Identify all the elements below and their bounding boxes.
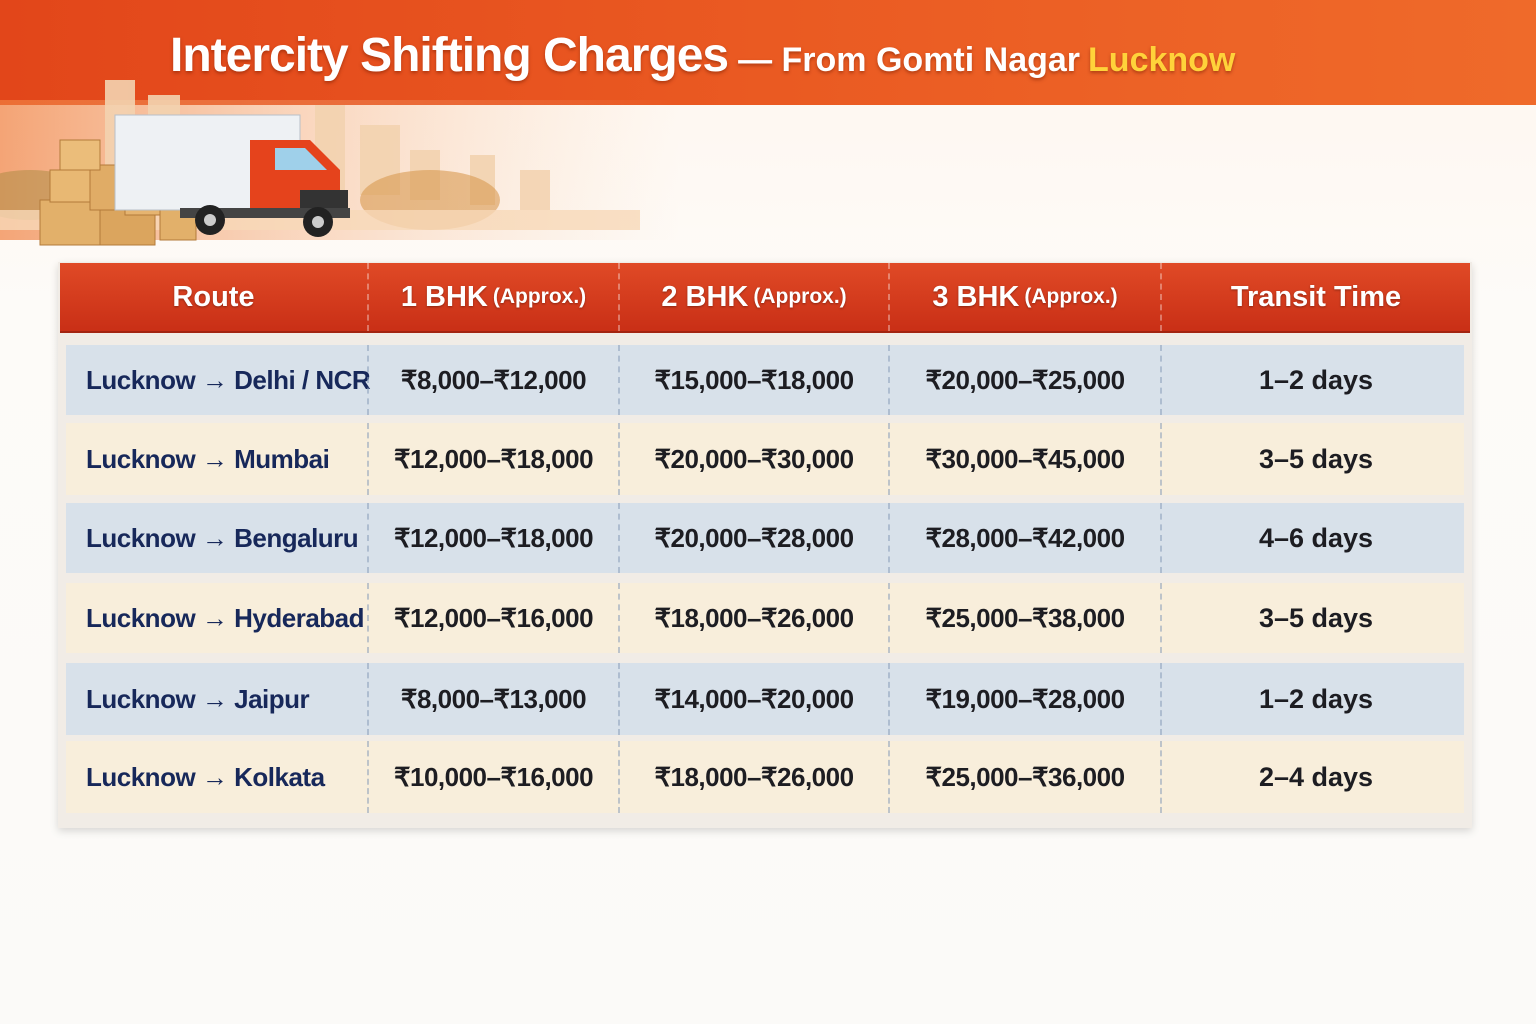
price-cell: ₹12,000–₹18,000 <box>367 503 618 573</box>
cell-text: ₹8,000–₹12,000 <box>400 364 587 395</box>
illustration <box>0 80 680 246</box>
price-cell: ₹8,000–₹13,000 <box>367 663 618 735</box>
cell-text: Lucknow → Jaipur <box>86 683 310 714</box>
price-cell: ₹20,000–₹30,000 <box>618 423 888 495</box>
cell-text: ₹19,000–₹28,000 <box>925 683 1125 714</box>
transit-cell: 2–4 days <box>1160 741 1470 813</box>
cell-text: ₹28,000–₹42,000 <box>925 522 1125 553</box>
cell-text: ₹18,000–₹26,000 <box>654 761 854 792</box>
header-note: (Approx.) <box>1024 285 1118 308</box>
header-label: Transit Time <box>1230 280 1402 313</box>
cell-text: ₹30,000–₹45,000 <box>925 443 1125 474</box>
cell-text: Lucknow → Kolkata <box>86 761 325 792</box>
cell-text: ₹8,000–₹13,000 <box>400 683 587 714</box>
cell-text: 4–6 days <box>1258 522 1374 553</box>
header-note: (Approx.) <box>492 285 587 308</box>
cell-text: ₹25,000–₹36,000 <box>925 761 1125 792</box>
route-cell: Lucknow → Jaipur <box>66 663 367 735</box>
header-cell: 2 BHK (Approx.) <box>618 263 888 331</box>
table-row <box>66 503 1464 573</box>
header-band <box>0 0 1536 105</box>
cell-text: ₹14,000–₹20,000 <box>654 683 854 714</box>
cell-text: 1–2 days <box>1258 683 1374 714</box>
route-cell: Lucknow → Kolkata <box>66 741 367 813</box>
route-cell: Lucknow → Delhi / NCR <box>66 345 371 415</box>
cell-text: Lucknow → Mumbai <box>86 443 330 474</box>
cell-text: ₹12,000–₹18,000 <box>393 522 594 553</box>
header-label: 1 BHK <box>400 280 488 313</box>
transit-cell: 3–5 days <box>1160 423 1470 495</box>
price-cell: ₹25,000–₹36,000 <box>888 741 1160 813</box>
price-cell: ₹10,000–₹16,000 <box>367 741 618 813</box>
price-cell: ₹28,000–₹42,000 <box>888 503 1160 573</box>
transit-cell: 3–5 days <box>1160 583 1470 653</box>
cell-text: 3–5 days <box>1258 602 1374 633</box>
transit-cell: 1–2 days <box>1160 345 1470 415</box>
cell-text: Lucknow → Hyderabad <box>86 602 365 633</box>
cell-text: Lucknow → Bengaluru <box>86 522 359 553</box>
price-cell: ₹14,000–₹20,000 <box>618 663 888 735</box>
price-cell: ₹18,000–₹26,000 <box>618 741 888 813</box>
price-cell: ₹12,000–₹16,000 <box>367 583 618 653</box>
price-cell: ₹12,000–₹18,000 <box>367 423 618 495</box>
cell-text: ₹18,000–₹26,000 <box>654 602 854 633</box>
header-cell: Route <box>60 263 367 331</box>
cell-text: ₹20,000–₹30,000 <box>654 443 854 474</box>
price-cell: ₹15,000–₹18,000 <box>618 345 888 415</box>
table-row <box>66 423 1464 495</box>
table-row <box>66 741 1464 813</box>
table-row <box>66 583 1464 653</box>
cell-text: ₹15,000–₹18,000 <box>654 364 854 395</box>
header-note: (Approx.) <box>753 285 847 308</box>
subtitle-highlight: Lucknow <box>1088 41 1236 79</box>
header-cell: 3 BHK (Approx.) <box>888 263 1160 331</box>
cell-text: 1–2 days <box>1258 364 1374 395</box>
cell-text: ₹12,000–₹16,000 <box>393 602 594 633</box>
table-row <box>66 663 1464 735</box>
cell-text: 3–5 days <box>1258 443 1374 474</box>
header-label: 2 BHK <box>661 280 749 313</box>
transit-cell: 1–2 days <box>1160 663 1470 735</box>
cell-text: Lucknow → Delhi / NCR <box>86 364 371 395</box>
cell-text: ₹20,000–₹28,000 <box>654 522 854 553</box>
header-label: 3 BHK <box>932 280 1020 313</box>
price-cell: ₹18,000–₹26,000 <box>618 583 888 653</box>
title: Intercity Shifting Charges <box>170 29 729 82</box>
route-cell: Lucknow → Bengaluru <box>66 503 367 573</box>
price-cell: ₹25,000–₹38,000 <box>888 583 1160 653</box>
cell-text: 2–4 days <box>1258 761 1374 792</box>
header-cell: 1 BHK (Approx.) <box>367 263 618 331</box>
header-label: Route <box>172 280 255 313</box>
price-cell: ₹20,000–₹25,000 <box>888 345 1160 415</box>
price-cell: ₹8,000–₹12,000 <box>367 345 618 415</box>
header-cell: Transit Time <box>1160 263 1470 331</box>
transit-cell: 4–6 days <box>1160 503 1470 573</box>
title-line: Intercity Shifting Charges — From Gomti N… <box>170 28 1235 83</box>
cell-text: ₹10,000–₹16,000 <box>393 761 594 792</box>
route-cell: Lucknow → Mumbai <box>66 423 367 495</box>
price-cell: ₹20,000–₹28,000 <box>618 503 888 573</box>
cell-text: ₹25,000–₹38,000 <box>925 602 1125 633</box>
header-row <box>60 263 1470 333</box>
subtitle: — From Gomti Nagar <box>738 41 1081 79</box>
route-cell: Lucknow → Hyderabad <box>66 583 367 653</box>
cell-text: ₹12,000–₹18,000 <box>393 443 594 474</box>
cell-text: ₹20,000–₹25,000 <box>925 364 1125 395</box>
price-cell: ₹30,000–₹45,000 <box>888 423 1160 495</box>
price-cell: ₹19,000–₹28,000 <box>888 663 1160 735</box>
table-row <box>66 345 1464 415</box>
